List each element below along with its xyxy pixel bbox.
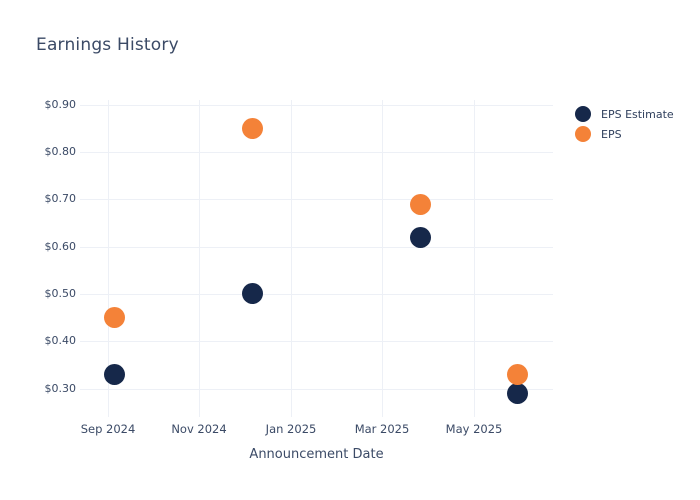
data-point-eps-estimate[interactable] [506, 382, 528, 404]
y-tick-label: $0.30 [44, 382, 77, 395]
data-point-eps[interactable] [242, 117, 264, 139]
x-tick-label: Nov 2024 [171, 422, 227, 436]
y-tick-label: $0.60 [44, 240, 77, 253]
x-grid-line [474, 100, 475, 417]
x-tick-label: May 2025 [445, 422, 503, 436]
x-tick-label: Sep 2024 [80, 422, 136, 436]
data-point-eps-estimate[interactable] [104, 363, 126, 385]
x-grid-line [291, 100, 292, 417]
legend-label-eps-estimate: EPS Estimate [601, 107, 674, 121]
y-tick-label: $0.80 [44, 145, 77, 158]
chart-title: Earnings History [36, 35, 179, 55]
y-grid-line [80, 105, 553, 106]
legend-item-eps[interactable]: EPS [575, 124, 674, 144]
y-tick-label: $0.40 [44, 334, 77, 347]
y-tick-label: $0.50 [44, 287, 77, 300]
y-grid-line [80, 199, 553, 200]
legend-label-eps: EPS [601, 127, 622, 141]
legend-marker-eps [575, 126, 591, 142]
data-point-eps-estimate[interactable] [410, 226, 432, 248]
y-grid-line [80, 152, 553, 153]
legend: EPS Estimate EPS [575, 104, 674, 144]
x-grid-line [108, 100, 109, 417]
x-grid-line [199, 100, 200, 417]
y-grid-line [80, 341, 553, 342]
y-grid-line [80, 294, 553, 295]
x-tick-label: Jan 2025 [265, 422, 317, 436]
data-point-eps[interactable] [410, 193, 432, 215]
legend-marker-eps-estimate [575, 106, 591, 122]
data-point-eps[interactable] [104, 307, 126, 329]
y-grid-line [80, 389, 553, 390]
x-axis-title: Announcement Date [249, 447, 384, 462]
data-point-eps[interactable] [506, 363, 528, 385]
legend-item-eps-estimate[interactable]: EPS Estimate [575, 104, 674, 124]
x-tick-label: Mar 2025 [354, 422, 410, 436]
y-tick-label: $0.70 [44, 192, 77, 205]
x-grid-line [382, 100, 383, 417]
data-point-eps-estimate[interactable] [242, 283, 264, 305]
y-tick-label: $0.90 [44, 98, 77, 111]
y-grid-line [80, 247, 553, 248]
